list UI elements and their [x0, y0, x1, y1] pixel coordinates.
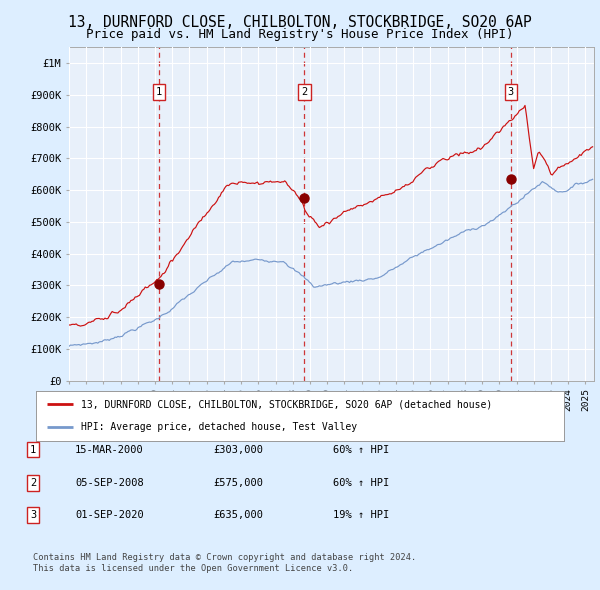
Text: Contains HM Land Registry data © Crown copyright and database right 2024.: Contains HM Land Registry data © Crown c… [33, 553, 416, 562]
Text: 13, DURNFORD CLOSE, CHILBOLTON, STOCKBRIDGE, SO20 6AP: 13, DURNFORD CLOSE, CHILBOLTON, STOCKBRI… [68, 15, 532, 30]
Text: 3: 3 [30, 510, 36, 520]
Text: 1: 1 [155, 87, 162, 97]
Text: 05-SEP-2008: 05-SEP-2008 [75, 478, 144, 487]
Text: HPI: Average price, detached house, Test Valley: HPI: Average price, detached house, Test… [81, 422, 357, 432]
Text: 2: 2 [30, 478, 36, 487]
Text: 15-MAR-2000: 15-MAR-2000 [75, 445, 144, 454]
Text: £303,000: £303,000 [213, 445, 263, 454]
Text: Price paid vs. HM Land Registry's House Price Index (HPI): Price paid vs. HM Land Registry's House … [86, 28, 514, 41]
Text: This data is licensed under the Open Government Licence v3.0.: This data is licensed under the Open Gov… [33, 565, 353, 573]
Text: 3: 3 [508, 87, 514, 97]
Text: 13, DURNFORD CLOSE, CHILBOLTON, STOCKBRIDGE, SO20 6AP (detached house): 13, DURNFORD CLOSE, CHILBOLTON, STOCKBRI… [81, 399, 492, 409]
Text: £635,000: £635,000 [213, 510, 263, 520]
Text: £575,000: £575,000 [213, 478, 263, 487]
Text: 19% ↑ HPI: 19% ↑ HPI [333, 510, 389, 520]
Text: 01-SEP-2020: 01-SEP-2020 [75, 510, 144, 520]
Text: 60% ↑ HPI: 60% ↑ HPI [333, 445, 389, 454]
Text: 60% ↑ HPI: 60% ↑ HPI [333, 478, 389, 487]
Text: 1: 1 [30, 445, 36, 454]
Text: 2: 2 [301, 87, 308, 97]
